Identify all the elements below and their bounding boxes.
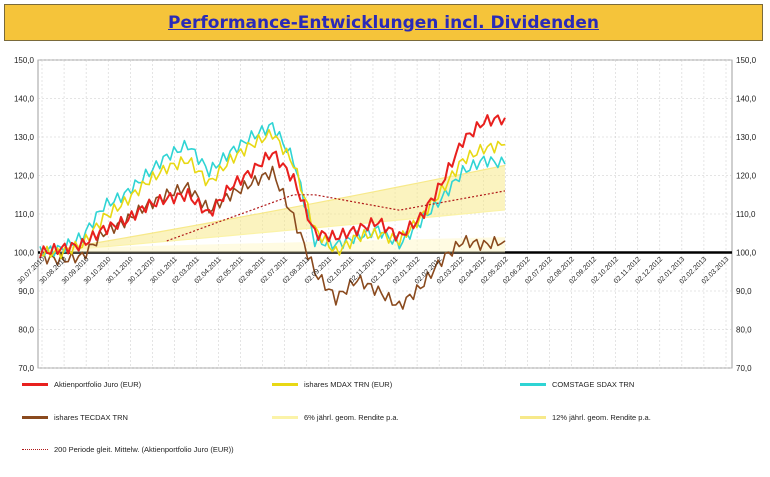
legend-swatch <box>272 383 298 386</box>
legend-item: COMSTAGE SDAX TRN <box>520 380 634 389</box>
y-tick-label-left: 110,0 <box>15 210 35 219</box>
y-tick-label-left: 90,0 <box>18 287 34 296</box>
y-tick-label-right: 80,0 <box>736 326 752 335</box>
y-tick-label-right: 130,0 <box>736 133 757 142</box>
performance-chart: 70,0 80,0 90,0 100,0 110,0 120,0 130,0 140,0 150… <box>14 56 757 373</box>
y-tick-label-right: 140,0 <box>736 95 757 104</box>
legend-item: ishares MDAX TRN (EUR) <box>272 380 392 389</box>
line-6pct <box>39 209 506 254</box>
legend-swatch <box>22 383 48 386</box>
y-tick-label-left: 150,0 <box>14 56 35 65</box>
legend-swatch <box>520 416 546 419</box>
legend-label: 200 Periode gleit. Mittelw. (Aktienportf… <box>54 445 234 454</box>
legend-swatch <box>22 449 48 450</box>
y-tick-label-right: 120,0 <box>736 172 757 181</box>
y-axis-left: 70,0 80,0 90,0 100,0 110,0 120,0 130,0 140,0 150… <box>14 56 35 373</box>
legend-label: COMSTAGE SDAX TRN <box>552 380 635 389</box>
return-band-6-12 <box>40 165 505 253</box>
legend-label: 12% jährl. geom. Rendite p.a. <box>552 413 651 422</box>
series-line-1 <box>39 114 506 259</box>
chart-title-bar: Performance-Entwicklungen incl. Dividend… <box>4 4 763 41</box>
legend-label: Aktienportfolio Juro (EUR) <box>54 380 142 389</box>
legend-label: 6% jährl. geom. Rendite p.a. <box>304 413 399 422</box>
y-tick-label-left: 130,0 <box>14 133 35 142</box>
y-tick-label-left: 140,0 <box>14 95 35 104</box>
y-tick-label-right: 150,0 <box>736 56 757 65</box>
y-axis-right: 70,0 80,0 90,0 100,0 110,0 120,0 130,0 140,0 150… <box>736 56 757 373</box>
legend-item: 12% jährl. geom. Rendite p.a. <box>520 413 651 422</box>
legend-item: 200 Periode gleit. Mittelw. (Aktienportf… <box>22 445 234 454</box>
legend-swatch <box>22 416 48 419</box>
chart-legend: Aktienportfolio Juro (EUR) ishares MDAX T… <box>0 378 770 473</box>
legend-label: ishares MDAX TRN (EUR) <box>304 380 393 389</box>
y-tick-label-right: 110,0 <box>736 210 756 219</box>
legend-item: ishares TECDAX TRN <box>22 413 128 422</box>
series-lines <box>39 114 506 310</box>
page-title: Performance-Entwicklungen incl. Dividend… <box>168 12 599 33</box>
moving-average-line <box>166 190 506 242</box>
y-tick-label-right: 100,0 <box>736 249 757 258</box>
legend-swatch <box>520 383 546 386</box>
legend-swatch <box>272 416 298 419</box>
legend-item: 6% jährl. geom. Rendite p.a. <box>272 413 399 422</box>
series-line-4 <box>39 165 506 310</box>
y-tick-label-right: 90,0 <box>736 287 752 296</box>
y-tick-label-left: 80,0 <box>18 326 34 335</box>
legend-item: Aktienportfolio Juro (EUR) <box>22 380 141 389</box>
legend-label: ishares TECDAX TRN <box>54 413 128 422</box>
y-tick-label-right: 70,0 <box>736 364 752 373</box>
y-tick-label-left: 100,0 <box>14 249 35 258</box>
series-line-2 <box>39 129 506 260</box>
line-12pct <box>39 164 506 254</box>
y-tick-label-left: 120,0 <box>14 172 35 181</box>
y-tick-label-left: 70,0 <box>18 364 34 373</box>
